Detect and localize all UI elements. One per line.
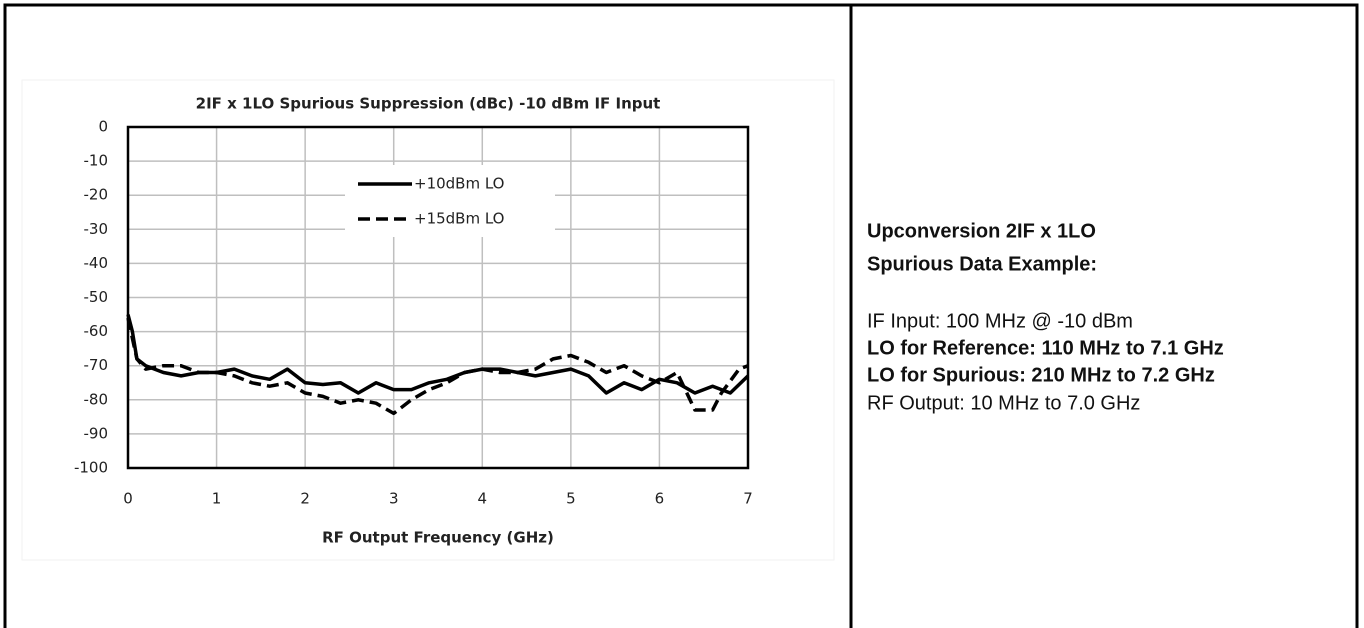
legend-box [345,165,555,237]
x-tick-label: 1 [212,490,222,508]
y-tick-label: -70 [84,356,109,374]
y-tick-label: -30 [84,220,109,238]
y-tick-label: -80 [84,390,109,408]
panel-line: LO for Spurious: 210 MHz to 7.2 GHz [867,364,1215,386]
legend-label: +15dBm LO [414,210,504,228]
y-tick-label: -100 [74,459,108,477]
x-tick-label: 6 [655,490,665,508]
y-tick-label: -90 [84,424,109,442]
x-tick-label: 0 [123,490,133,508]
panel-line: IF Input: 100 MHz @ -10 dBm [867,310,1133,332]
x-tick-label: 2 [300,490,310,508]
y-tick-label: 0 [98,118,108,136]
series-line [126,317,749,416]
panel-line: Spurious Data Example: [867,253,1097,275]
panel-line: Upconversion 2IF x 1LO [867,220,1096,242]
chart-title: 2IF x 1LO Spurious Suppression (dBc) -10… [196,95,661,113]
chart-frame [21,79,835,561]
x-tick-label: 4 [478,490,488,508]
y-tick-label: -10 [84,152,109,170]
y-tick-label: -40 [84,254,109,272]
panel-line: RF Output: 10 MHz to 7.0 GHz [867,392,1140,414]
legend-label: +10dBm LO [414,175,504,193]
x-tick-label: 3 [389,490,399,508]
y-tick-label: -50 [84,288,109,306]
outer-border [3,3,1359,628]
x-tick-label: 5 [566,490,576,508]
x-tick-label: 7 [743,490,753,508]
x-axis-label: RF Output Frequency (GHz) [322,529,554,547]
plot-border [126,125,750,470]
y-tick-label: -60 [84,322,109,340]
y-tick-label: -20 [84,186,109,204]
panel-line: LO for Reference: 110 MHz to 7.1 GHz [867,337,1224,359]
